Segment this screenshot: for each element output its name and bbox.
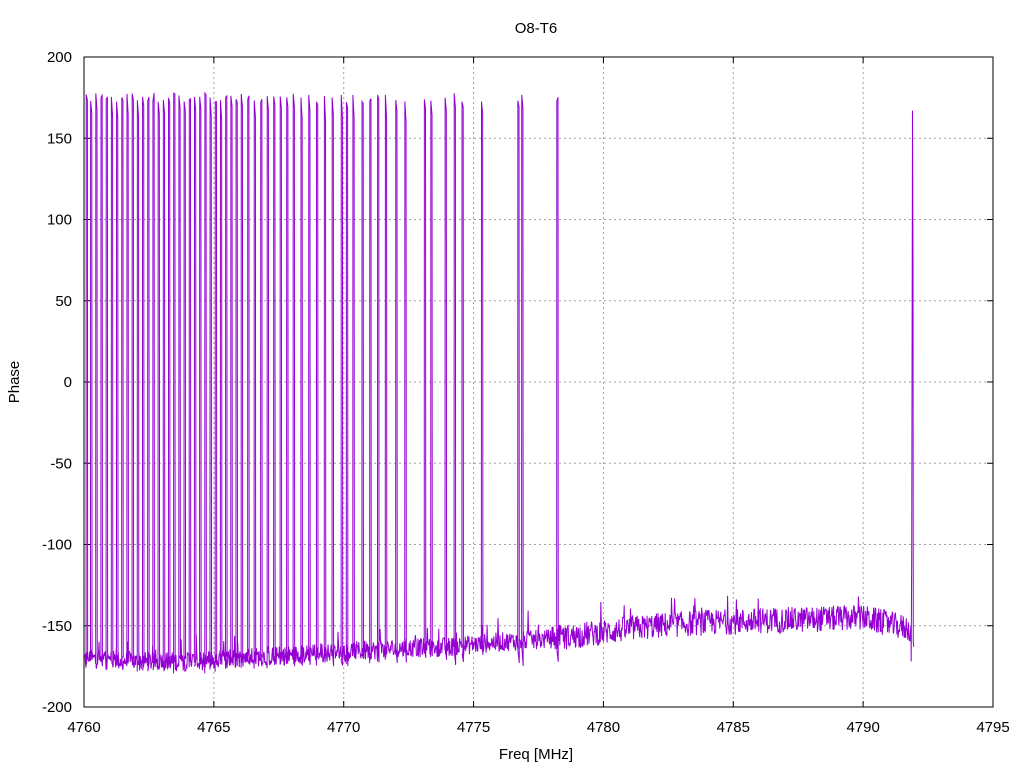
y-tick-label: 0 bbox=[64, 374, 72, 391]
x-axis-label: Freq [MHz] bbox=[499, 746, 573, 763]
x-tick-label: 4785 bbox=[717, 719, 750, 736]
axis-ticks bbox=[83, 56, 994, 708]
y-tick-label: 100 bbox=[47, 212, 72, 229]
x-tick-label: 4765 bbox=[197, 719, 230, 736]
x-tick-label: 4760 bbox=[67, 719, 100, 736]
y-tick-label: 50 bbox=[55, 293, 72, 310]
series-group bbox=[83, 91, 915, 674]
y-tick-label: -50 bbox=[50, 455, 72, 472]
phase-series-line bbox=[83, 91, 915, 674]
x-tick-label: 4790 bbox=[846, 719, 879, 736]
y-tick-label: -150 bbox=[42, 618, 72, 635]
y-tick-label: -100 bbox=[42, 537, 72, 554]
y-tick-label: 150 bbox=[47, 130, 72, 147]
x-tick-labels: 4760 4765 4770 4775 4780 4785 4790 4795 bbox=[67, 719, 1009, 736]
x-tick-label: 4775 bbox=[457, 719, 490, 736]
x-tick-label: 4770 bbox=[327, 719, 360, 736]
y-tick-label: -200 bbox=[42, 699, 72, 716]
x-tick-label: 4795 bbox=[976, 719, 1009, 736]
x-tick-label: 4780 bbox=[587, 719, 620, 736]
y-axis-label: Phase bbox=[6, 361, 23, 404]
chart-title: O8-T6 bbox=[515, 20, 558, 37]
y-tick-labels: -200 -150 -100 -50 0 50 100 150 200 bbox=[42, 49, 72, 716]
y-tick-label: 200 bbox=[47, 49, 72, 66]
